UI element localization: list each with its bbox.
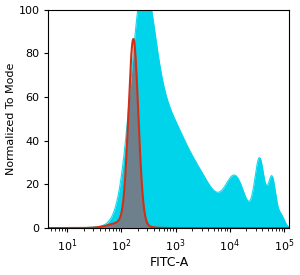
X-axis label: FITC-A: FITC-A [149, 257, 188, 269]
Y-axis label: Normalized To Mode: Normalized To Mode [6, 63, 16, 175]
